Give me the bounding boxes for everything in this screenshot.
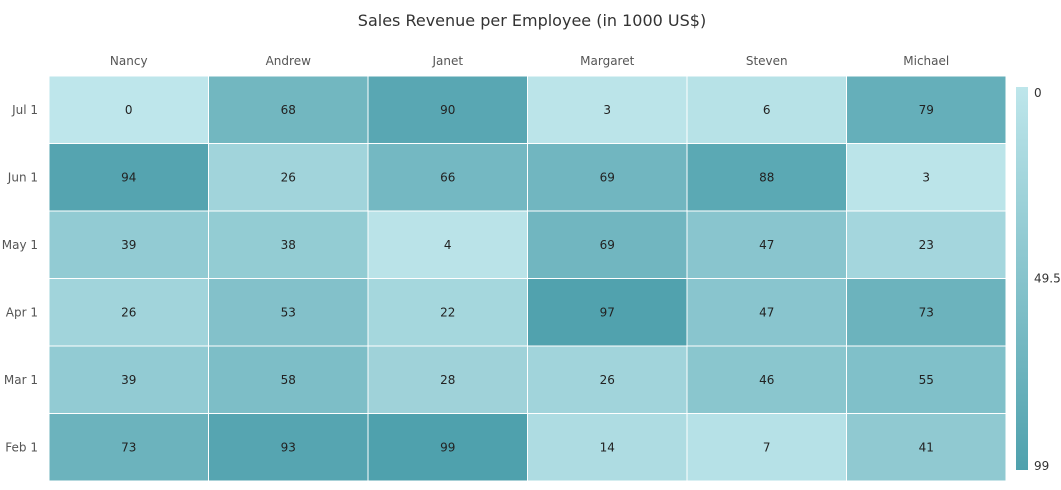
cell-value-label: 66 <box>440 170 455 184</box>
heatmap-cell <box>527 345 688 414</box>
cell-value-label: 55 <box>919 373 934 387</box>
heatmap-cell <box>208 75 369 144</box>
cell-value-label: 69 <box>600 170 615 184</box>
cell-value-label: 53 <box>281 305 296 319</box>
heatmap-cell <box>686 345 847 414</box>
x-axis-label: Nancy <box>110 54 148 68</box>
cell-value-label: 46 <box>759 373 774 387</box>
heatmap-cell <box>527 210 688 279</box>
heatmap-cell <box>846 210 1007 279</box>
legend-tick-label: 0 <box>1034 86 1042 100</box>
heatmap-cell <box>846 345 1007 414</box>
heatmap-cell <box>527 278 688 347</box>
cell-value-label: 26 <box>281 170 296 184</box>
heatmap-cell <box>48 75 209 144</box>
cell-value-label: 0 <box>125 103 133 117</box>
y-axis-label: Apr 1 <box>6 305 38 319</box>
heatmap-cell <box>208 143 369 212</box>
cell-value-label: 90 <box>440 103 455 117</box>
cell-value-label: 6 <box>763 103 771 117</box>
cell-value-label: 41 <box>919 440 934 454</box>
y-axis-label: Jul 1 <box>11 103 38 117</box>
x-axis-label: Steven <box>746 54 788 68</box>
heatmap-cell <box>527 143 688 212</box>
cell-value-label: 73 <box>919 305 934 319</box>
cell-value-label: 79 <box>919 103 934 117</box>
cell-value-label: 94 <box>121 170 136 184</box>
x-axis-label: Janet <box>431 54 463 68</box>
color-legend: 0 49.5 99 <box>1016 86 1061 473</box>
heatmap-cell <box>48 278 209 347</box>
cell-value-label: 58 <box>281 373 296 387</box>
heatmap-cell <box>367 345 528 414</box>
heatmap-cell <box>846 413 1007 482</box>
y-axis-label: Feb 1 <box>5 440 38 454</box>
cell-value-label: 93 <box>281 440 296 454</box>
legend-tick-label: 99 <box>1034 459 1049 473</box>
cell-value-label: 7 <box>763 440 771 454</box>
heatmap-cell <box>686 210 847 279</box>
cell-value-label: 99 <box>440 440 455 454</box>
heatmap-cell <box>367 210 528 279</box>
x-axis-label: Andrew <box>266 54 311 68</box>
legend-gradient-bar <box>1016 87 1028 470</box>
y-axis-label: Mar 1 <box>4 373 38 387</box>
heatmap-cell <box>527 413 688 482</box>
heatmap-cells: 0 68 90 3 6 79 94 26 66 69 88 3 39 38 4 69 47 23 26 53 22 97 4… <box>48 75 1007 482</box>
cell-value-label: 22 <box>440 305 455 319</box>
heatmap-cell <box>48 210 209 279</box>
cell-value-label: 47 <box>759 305 774 319</box>
heatmap-cell <box>846 75 1007 144</box>
cell-value-label: 68 <box>281 103 296 117</box>
heatmap-cell <box>686 413 847 482</box>
heatmap-cell <box>367 75 528 144</box>
heatmap-cell <box>208 210 369 279</box>
chart-title: Sales Revenue per Employee (in 1000 US$) <box>358 11 706 30</box>
cell-value-label: 47 <box>759 238 774 252</box>
cell-value-label: 28 <box>440 373 455 387</box>
cell-value-label: 3 <box>603 103 611 117</box>
x-axis-label: Michael <box>903 54 949 68</box>
heatmap-cell <box>846 278 1007 347</box>
heatmap-cell <box>686 278 847 347</box>
cell-value-label: 39 <box>121 373 136 387</box>
legend-tick-label: 49.5 <box>1034 272 1061 286</box>
x-axis-labels: Nancy Andrew Janet Margaret Steven Michael <box>110 54 949 68</box>
cell-value-label: 26 <box>600 373 615 387</box>
cell-value-label: 69 <box>600 238 615 252</box>
y-axis-labels: Jul 1 Jun 1 May 1 Apr 1 Mar 1 Feb 1 <box>2 103 38 455</box>
cell-value-label: 97 <box>600 305 615 319</box>
heatmap-cell <box>686 75 847 144</box>
cell-value-label: 39 <box>121 238 136 252</box>
heatmap-cell <box>208 278 369 347</box>
cell-value-label: 88 <box>759 170 774 184</box>
y-axis-label: Jun 1 <box>7 170 38 184</box>
heatmap-cell <box>48 345 209 414</box>
cell-value-label: 3 <box>922 170 930 184</box>
cell-value-label: 4 <box>444 238 452 252</box>
heatmap-cell <box>367 278 528 347</box>
cell-value-label: 14 <box>600 440 615 454</box>
heatmap-cell <box>527 75 688 144</box>
cell-value-label: 73 <box>121 440 136 454</box>
heatmap-cell <box>48 413 209 482</box>
heatmap-cell <box>846 143 1007 212</box>
cell-value-label: 26 <box>121 305 136 319</box>
y-axis-label: May 1 <box>2 238 38 252</box>
cell-value-label: 23 <box>919 238 934 252</box>
cell-value-label: 38 <box>281 238 296 252</box>
x-axis-label: Margaret <box>580 54 634 68</box>
